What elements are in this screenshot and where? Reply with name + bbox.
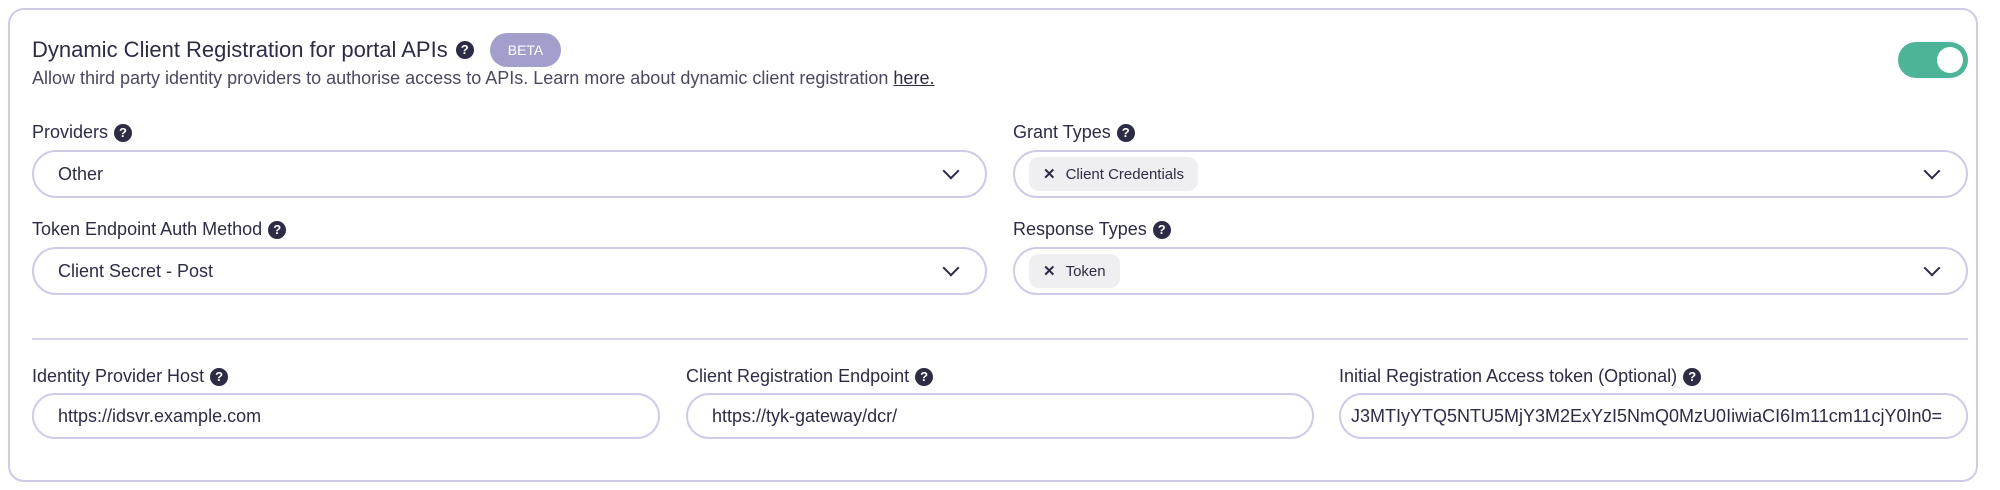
providers-value: Other xyxy=(58,163,104,184)
beta-badge: BETA xyxy=(489,33,562,67)
description-text: Allow third party identity providers to … xyxy=(32,68,894,88)
help-icon[interactable]: ? xyxy=(114,123,133,142)
chevron-down-icon xyxy=(1923,162,1941,180)
token-auth-label: Token Endpoint Auth Method? xyxy=(32,219,287,240)
access-token-label: Initial Registration Access token (Optio… xyxy=(1339,366,1702,387)
chip-token: ✕ Token xyxy=(1029,254,1120,288)
help-icon[interactable]: ? xyxy=(1152,220,1171,239)
response-types-label: Response Types? xyxy=(1013,219,1171,240)
help-icon[interactable]: ? xyxy=(1683,367,1702,386)
help-icon[interactable]: ? xyxy=(1116,123,1135,142)
providers-select[interactable]: Other xyxy=(32,150,987,198)
divider xyxy=(32,338,1968,340)
section-title: Dynamic Client Registration for portal A… xyxy=(32,37,448,62)
toggle-knob xyxy=(1937,47,1963,73)
chip-client-credentials: ✕ Client Credentials xyxy=(1029,157,1198,191)
remove-icon[interactable]: ✕ xyxy=(1043,263,1056,280)
chevron-down-icon xyxy=(1923,259,1941,277)
help-icon[interactable]: ? xyxy=(455,41,474,59)
chevron-down-icon xyxy=(942,259,960,277)
enable-toggle[interactable] xyxy=(1898,42,1968,78)
remove-icon[interactable]: ✕ xyxy=(1043,166,1056,183)
grant-types-select[interactable]: ✕ Client Credentials xyxy=(1013,150,1968,198)
help-icon[interactable]: ? xyxy=(268,220,287,239)
access-token-input[interactable]: J3MTIyYTQ5NTU5MjY3M2ExYzI5NmQ0MzU0IiwiaC… xyxy=(1339,393,1968,439)
idp-host-input[interactable]: https://idsvr.example.com xyxy=(32,393,660,439)
help-icon[interactable]: ? xyxy=(210,367,229,386)
grant-types-label: Grant Types? xyxy=(1013,122,1135,143)
dcr-card xyxy=(8,8,1978,482)
chevron-down-icon xyxy=(942,162,960,180)
registration-endpoint-input[interactable]: https://tyk-gateway/dcr/ xyxy=(686,393,1314,439)
response-types-select[interactable]: ✕ Token xyxy=(1013,247,1968,295)
section-header: Dynamic Client Registration for portal A… xyxy=(32,33,562,67)
section-description: Allow third party identity providers to … xyxy=(32,68,934,89)
providers-label: Providers? xyxy=(32,122,133,143)
idp-host-label: Identity Provider Host? xyxy=(32,366,229,387)
help-icon[interactable]: ? xyxy=(915,367,934,386)
token-auth-value: Client Secret - Post xyxy=(58,260,214,281)
token-auth-select[interactable]: Client Secret - Post xyxy=(32,247,987,295)
registration-endpoint-label: Client Registration Endpoint? xyxy=(686,366,934,387)
learn-more-link[interactable]: here. xyxy=(893,68,935,88)
